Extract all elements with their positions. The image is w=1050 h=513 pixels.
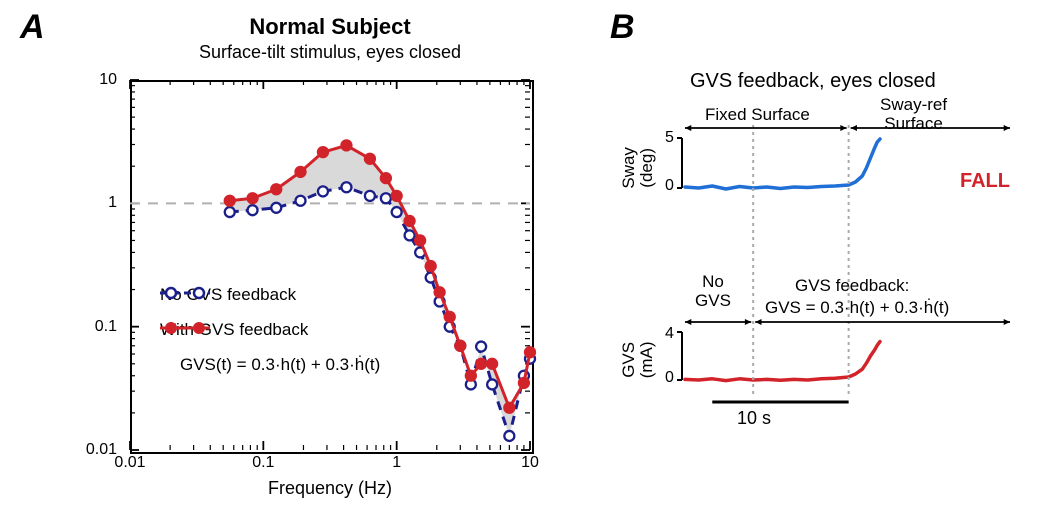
sway-axis-1: Sway (619, 147, 638, 189)
sway-tick-5: 5 (665, 129, 674, 147)
label-gvs-eq: GVS = 0.3·h(t) + 0.3·ḣ(t) (765, 298, 949, 318)
gvs-tick-0: 0 (665, 369, 674, 387)
gvs-axis-2: (mA) (637, 341, 656, 378)
label-swayref-2: Surface (884, 114, 943, 133)
sway-axis-2: (deg) (637, 148, 656, 188)
label-fixed-surface: Fixed Surface (705, 105, 810, 125)
scalebar-label: 10 s (737, 408, 771, 429)
gvs-axis-1: GVS (619, 342, 638, 378)
label-gvs-feedback: GVS feedback: (795, 276, 909, 296)
gvs-tick-4: 4 (665, 325, 674, 343)
label-fall: FALL (960, 170, 1010, 193)
sway-tick-0: 0 (665, 177, 674, 195)
label-no-gvs-2: GVS (695, 292, 731, 311)
label-no-gvs-1: No (695, 273, 731, 292)
panel-b-svg (0, 0, 1050, 513)
figure-canvas: { "panelA": { "letter": "A", "title_main… (0, 0, 1050, 513)
label-swayref-1: Sway-ref (880, 95, 947, 114)
